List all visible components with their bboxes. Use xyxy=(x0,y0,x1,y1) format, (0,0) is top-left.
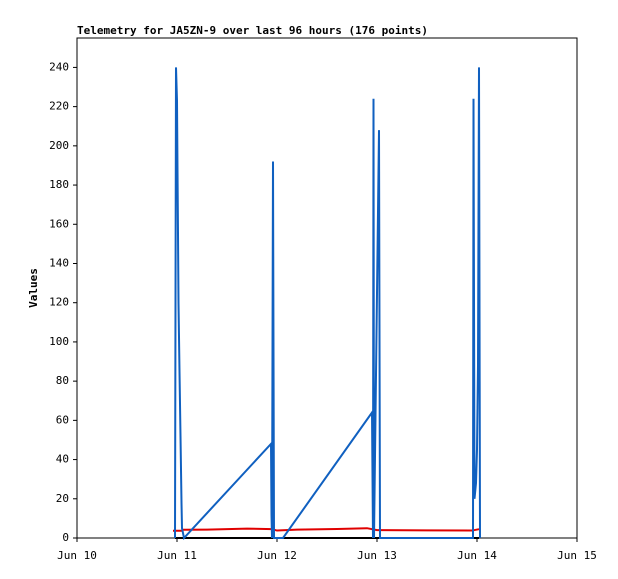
y-tick-label: 40 xyxy=(56,453,69,466)
x-tick-label: Jun 14 xyxy=(457,549,497,562)
plot-frame xyxy=(76,37,578,539)
y-tick-label: 0 xyxy=(62,531,69,544)
y-tick-label: 160 xyxy=(49,217,69,230)
y-tick-label: 80 xyxy=(56,374,69,387)
series-line xyxy=(173,527,480,532)
y-tick-label: 240 xyxy=(49,60,69,73)
y-tick-label: 200 xyxy=(49,139,69,152)
y-tick-label: 120 xyxy=(49,296,69,309)
x-tick-label: Jun 12 xyxy=(257,549,297,562)
y-tick-label: 20 xyxy=(56,492,69,505)
x-tick-label: Jun 11 xyxy=(157,549,197,562)
x-tick-label: Jun 13 xyxy=(357,549,397,562)
x-tick-label: Jun 10 xyxy=(57,549,97,562)
x-tick-label: Jun 15 xyxy=(557,549,597,562)
chart-title: Telemetry for JA5ZN-9 over last 96 hours… xyxy=(77,24,428,37)
y-tick-label: 180 xyxy=(49,178,69,191)
y-tick-label: 140 xyxy=(49,256,69,269)
y-axis-label: Values xyxy=(27,268,40,308)
y-tick-label: 220 xyxy=(49,100,69,113)
series-line xyxy=(174,67,481,541)
y-tick-label: 100 xyxy=(49,335,69,348)
y-tick-label: 60 xyxy=(56,413,69,426)
